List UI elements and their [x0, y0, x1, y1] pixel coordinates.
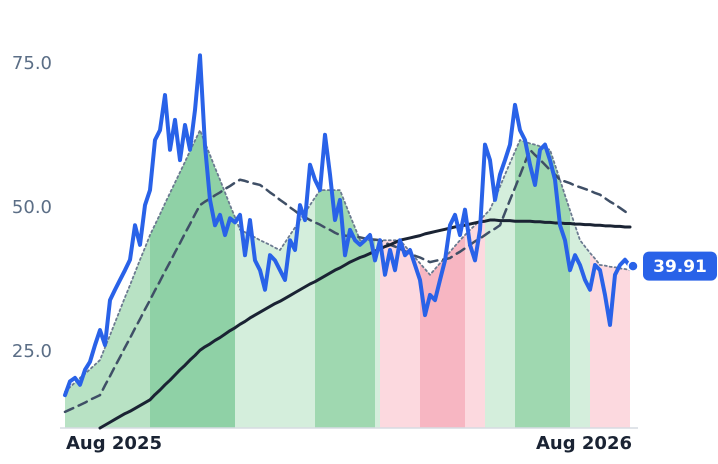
regime-band: [485, 130, 515, 428]
last-value-dot: [627, 260, 639, 272]
y-tick-label: 75.0: [12, 53, 52, 74]
x-tick-label: Aug 2026: [536, 433, 632, 454]
regime-band: [590, 130, 630, 428]
y-tick-label: 50.0: [12, 197, 52, 218]
y-tick-label: 25.0: [12, 341, 52, 362]
regime-band: [570, 130, 590, 428]
price-line: [63, 53, 632, 398]
regime-band: [315, 130, 375, 428]
regime-band: [380, 130, 420, 428]
moving-average-line: [98, 218, 632, 430]
regime-band: [375, 130, 380, 428]
moving-average-line: [64, 129, 631, 393]
last-value-label: 39.91: [653, 257, 707, 277]
last-value-badge: [643, 251, 717, 281]
x-tick-label: Aug 2025: [66, 433, 162, 454]
